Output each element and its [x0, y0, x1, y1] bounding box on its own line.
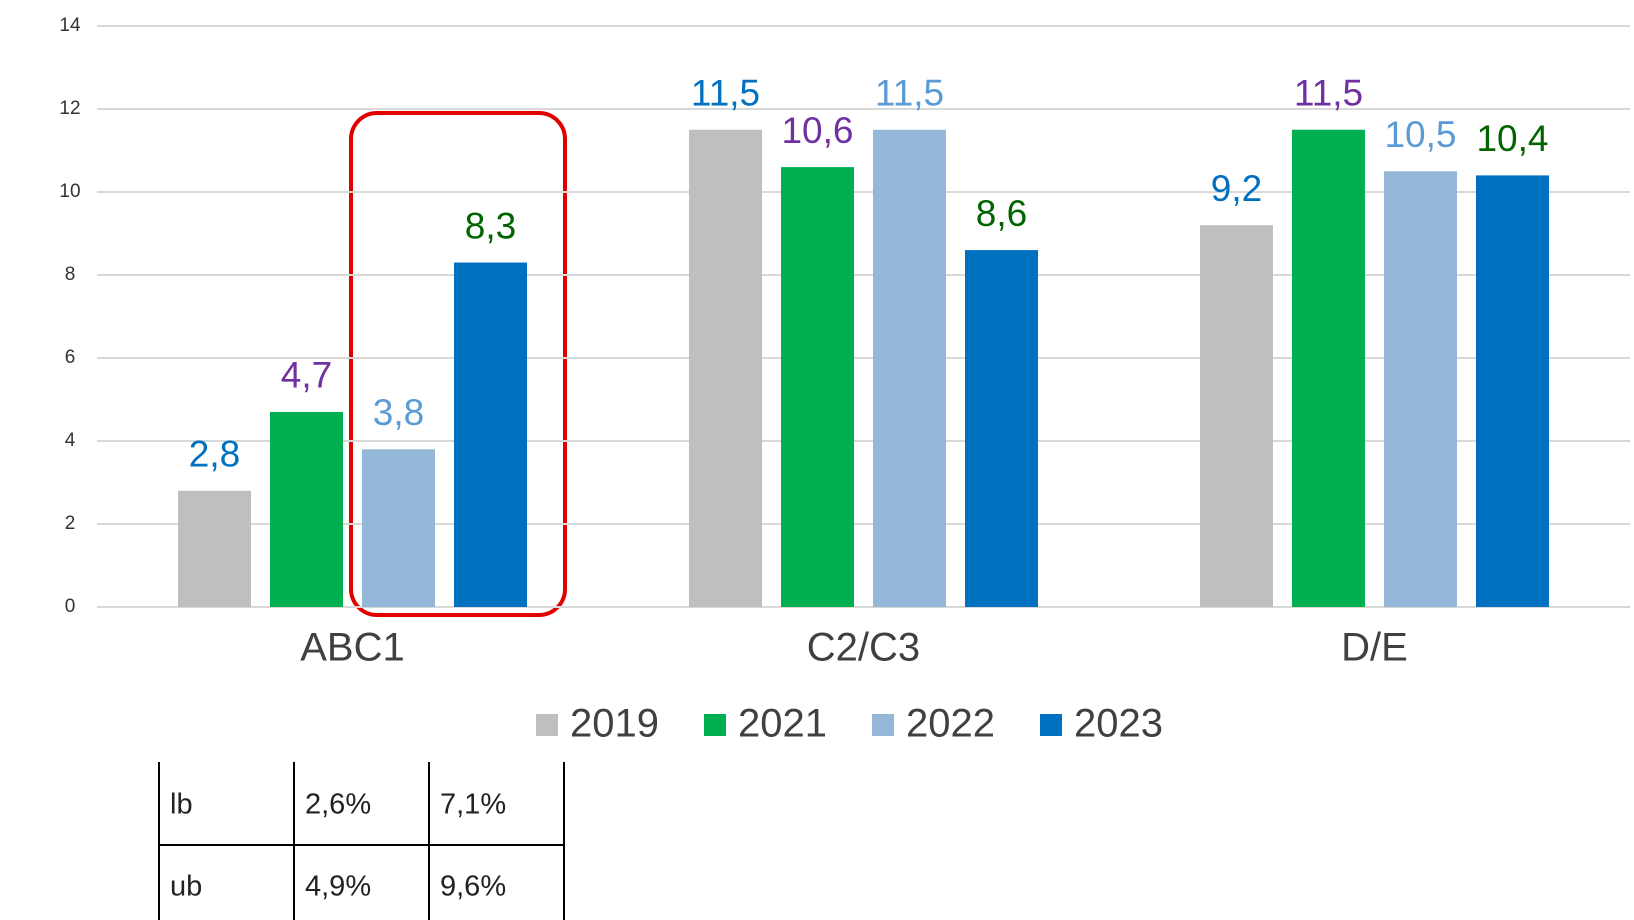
y-tick-label: 12 [59, 98, 80, 119]
table-lines [158, 762, 565, 920]
y-tick-label: 14 [59, 15, 81, 36]
x-tick-label: ABC1 [300, 626, 405, 670]
bar [1200, 225, 1273, 607]
data-label: 3,8 [373, 392, 424, 433]
bar [270, 411, 343, 607]
y-tick-label: 4 [65, 430, 76, 451]
data-label: 2,8 [189, 434, 240, 475]
legend-swatch [536, 714, 558, 736]
bar [1292, 129, 1365, 607]
bar [781, 167, 854, 607]
legend-label: 2022 [906, 702, 995, 746]
bar [689, 129, 762, 607]
table-cell: 4,9% [305, 871, 371, 903]
table-cell: 2,6% [305, 789, 371, 821]
table-cell: 7,1% [440, 789, 506, 821]
legend-label: 2023 [1074, 702, 1163, 746]
y-tick-label: 0 [65, 596, 76, 617]
data-label: 11,5 [691, 73, 760, 114]
legend-label: 2021 [738, 702, 827, 746]
data-label: 8,6 [976, 193, 1027, 234]
legend-label: 2019 [570, 702, 659, 746]
x-tick-label: C2/C3 [807, 626, 920, 670]
legend-swatch [1040, 714, 1062, 736]
data-label: 10,5 [1384, 114, 1456, 155]
highlight-box [349, 111, 567, 617]
y-tick-label: 2 [65, 513, 76, 534]
y-tick-label: 6 [65, 347, 76, 368]
data-label: 11,5 [875, 73, 944, 114]
legend-swatch [704, 714, 726, 736]
data-label: 9,2 [1211, 168, 1262, 209]
bar [873, 129, 946, 607]
table-cell: 9,6% [440, 871, 506, 903]
table-cell: ub [170, 871, 202, 903]
y-tick-label: 10 [59, 181, 80, 202]
data-label: 11,5 [1294, 73, 1363, 114]
bar [362, 449, 435, 607]
y-tick-label: 8 [65, 264, 76, 285]
bar [1384, 171, 1457, 607]
table-cell: lb [170, 789, 193, 821]
bar [1476, 175, 1549, 607]
bar [178, 490, 251, 607]
bar [454, 262, 527, 607]
data-label: 10,6 [781, 110, 853, 151]
bar [965, 250, 1038, 607]
legend-swatch [872, 714, 894, 736]
data-label: 10,4 [1476, 118, 1548, 159]
x-tick-label: D/E [1341, 626, 1408, 670]
data-label: 4,7 [281, 355, 332, 396]
data-label: 8,3 [465, 205, 516, 246]
